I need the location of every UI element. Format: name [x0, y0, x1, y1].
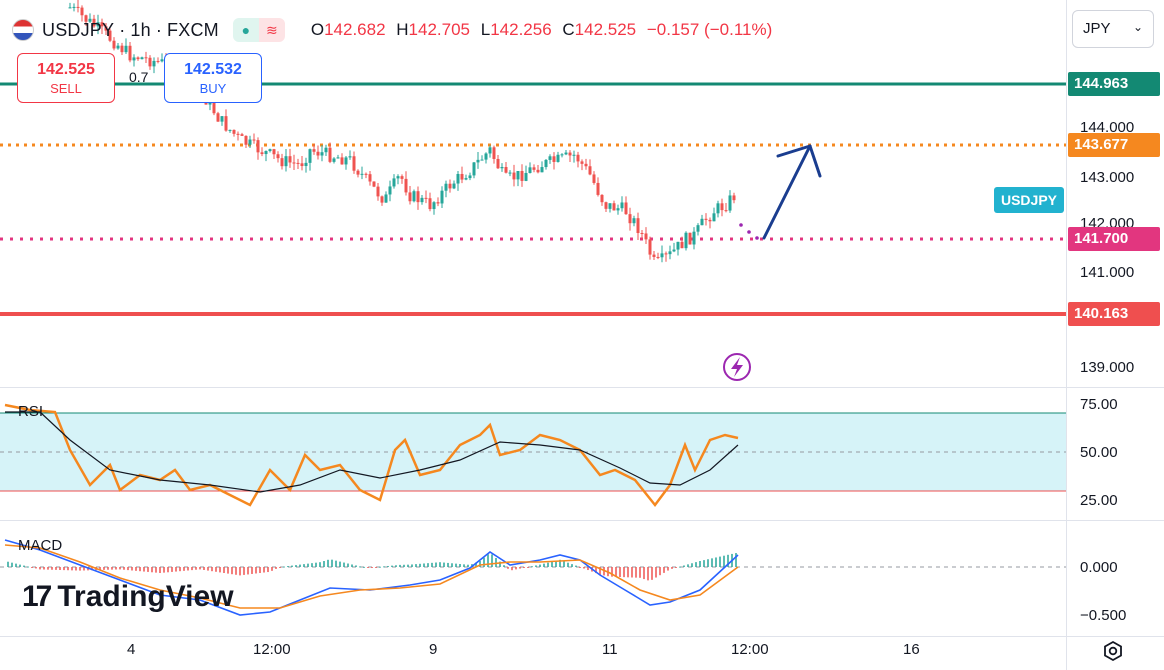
wave-icon[interactable]: ≋ — [258, 18, 285, 42]
price-chart[interactable] — [0, 0, 1066, 636]
chevron-down-icon: ⌄ — [1132, 20, 1143, 34]
macd-tick: −0.500 — [1080, 607, 1127, 624]
rsi-label[interactable]: RSI — [18, 403, 44, 420]
time-label: 11 — [602, 641, 618, 658]
rsi-tick: 25.00 — [1080, 492, 1118, 509]
macd-tick: 0.000 — [1080, 559, 1118, 576]
tradingview-mark-icon: 17 — [22, 580, 52, 613]
price-tick: 141.000 — [1080, 264, 1135, 281]
ohlc-readout: O142.682 H142.705 L142.256 C142.525 −0.1… — [310, 20, 773, 39]
macd-line — [4, 539, 739, 616]
settings-icon[interactable] — [1102, 640, 1124, 662]
broker: FXCM — [167, 19, 219, 40]
tradingview-logo[interactable]: 17 TradingView — [22, 580, 234, 613]
interval[interactable]: 1h — [130, 19, 151, 40]
buy-button[interactable]: 142.532 BUY — [164, 53, 262, 103]
price-tick: 139.000 — [1080, 359, 1135, 376]
rsi-ma-line — [5, 411, 739, 493]
circle-dot-icon[interactable]: ● — [232, 18, 259, 42]
rsi-line — [4, 403, 739, 508]
symbol-tag: USDJPY — [994, 187, 1064, 213]
forecast-arrow-icon — [762, 144, 822, 240]
rsi-tick: 50.00 — [1080, 444, 1118, 461]
macd-label[interactable]: MACD — [18, 537, 63, 554]
macd-signal-line — [4, 544, 739, 609]
price-label-140163: 140.163 — [1068, 302, 1160, 326]
price-label-144963: 144.963 — [1068, 72, 1160, 96]
rsi-tick: 75.00 — [1080, 396, 1118, 413]
time-label: 12:00 — [253, 641, 291, 658]
status-pill[interactable]: ● ≋ — [232, 18, 285, 42]
price-label-143677: 143.677 — [1068, 133, 1160, 157]
time-label: 12:00 — [731, 641, 769, 658]
chart-area[interactable] — [0, 0, 1066, 636]
usd-jpy-flag-icon — [12, 19, 34, 41]
time-label: 9 — [429, 641, 438, 658]
lightning-icon — [723, 353, 751, 381]
spread-value: 0.7 — [129, 69, 149, 85]
symbol-name[interactable]: USDJPY — [42, 19, 115, 40]
currency-select[interactable]: JPY ⌄ — [1072, 10, 1154, 48]
price-label-141700: 141.700 — [1068, 227, 1160, 251]
price-tick: 143.000 — [1080, 169, 1135, 186]
time-label: 16 — [903, 641, 920, 658]
price-tick: 144.000 — [1080, 119, 1135, 136]
chart-header: USDJPY · 1h · FXCM ● ≋ O142.682 H142.705… — [12, 17, 772, 43]
time-label: 4 — [127, 641, 136, 658]
candlesticks — [68, 0, 736, 263]
sell-button[interactable]: 142.525 SELL — [17, 53, 115, 103]
